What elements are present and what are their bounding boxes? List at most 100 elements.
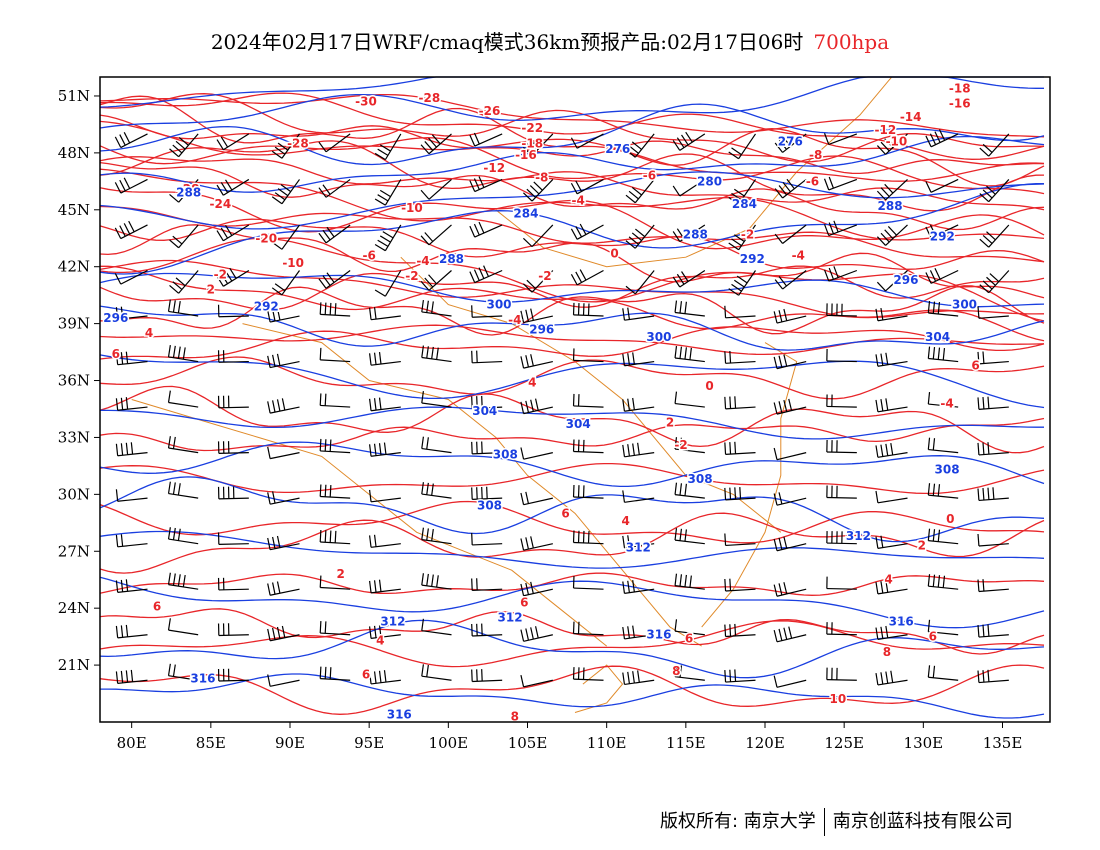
- wind-barb: [570, 133, 604, 149]
- wind-barb: [876, 224, 908, 246]
- wind-barb: [216, 178, 250, 196]
- wind-barb: [977, 669, 1009, 684]
- wind-barb: [522, 179, 554, 202]
- temperature-contour: [99, 93, 1045, 138]
- wind-barb: [319, 575, 351, 590]
- height-label: 276: [778, 135, 803, 149]
- wind-barb: [319, 347, 351, 363]
- wind-barb: [471, 486, 503, 501]
- wind-barb: [469, 221, 503, 238]
- temperature-label: 0: [610, 246, 618, 260]
- wind-barb: [572, 302, 604, 317]
- wind-barb: [774, 178, 807, 199]
- wind-barb: [927, 483, 959, 499]
- temperature-label: -10: [401, 201, 423, 215]
- height-label: 308: [477, 499, 502, 513]
- x-tick-label: 90E: [275, 734, 305, 752]
- wind-barb: [826, 439, 857, 454]
- height-contour: [99, 272, 1045, 308]
- wind-barb: [927, 528, 959, 545]
- temperature-label: -10: [282, 256, 304, 270]
- wind-barb: [520, 491, 553, 506]
- temperature-label: -22: [521, 121, 543, 135]
- wind-barb: [319, 302, 351, 317]
- wind-barb: [421, 345, 452, 363]
- x-tick-label: 85E: [196, 734, 226, 752]
- wind-barb: [216, 267, 250, 287]
- wind-barb: [773, 675, 807, 688]
- wind-barb: [267, 491, 300, 505]
- x-tick-label: 120E: [745, 734, 785, 752]
- province-border: [701, 342, 798, 628]
- wind-barb: [169, 270, 199, 294]
- wind-barb: [826, 348, 857, 363]
- wind-barb: [318, 270, 351, 289]
- company-text: 南京创蓝科技有限公司: [832, 811, 1013, 832]
- temperature-label: -28: [418, 91, 440, 105]
- height-label: 284: [732, 197, 757, 211]
- wind-barb: [319, 666, 351, 681]
- temperature-label: 4: [145, 326, 153, 340]
- wind-barb: [728, 133, 756, 160]
- temperature-contour: [99, 205, 1045, 263]
- temperature-label: 6: [153, 599, 161, 613]
- temperature-label: -18: [521, 136, 543, 150]
- height-label: 284: [513, 207, 538, 221]
- wind-barb: [875, 307, 908, 322]
- wind-barb: [319, 438, 351, 454]
- wind-barb: [724, 305, 756, 319]
- height-label: 300: [646, 330, 671, 344]
- wind-barb: [773, 492, 807, 506]
- wind-barb: [469, 176, 503, 193]
- wind-barb: [672, 178, 706, 197]
- wind-barb: [823, 133, 858, 146]
- y-tick-label: 51N: [58, 87, 90, 105]
- temperature-label: 6: [112, 347, 120, 361]
- wind-barb: [115, 351, 148, 366]
- temperature-label: 4: [621, 514, 629, 528]
- temperature-label: 2: [918, 539, 926, 553]
- y-tick-label: 21N: [58, 656, 90, 674]
- wind-barb: [368, 442, 401, 457]
- wind-barb: [875, 625, 908, 641]
- wind-barb: [114, 177, 148, 194]
- wind-barb: [115, 442, 148, 457]
- wind-barb: [267, 535, 300, 551]
- wind-barb: [572, 576, 604, 590]
- wind-barb: [267, 398, 300, 414]
- height-contour: [99, 530, 1045, 569]
- temperature-label: 8: [511, 709, 519, 723]
- y-tick-label: 39N: [58, 315, 90, 333]
- wind-barb: [471, 395, 503, 409]
- temperature-label: 6: [561, 506, 569, 520]
- wind-barb: [522, 270, 554, 293]
- wind-barb: [421, 573, 452, 590]
- wind-barb: [216, 133, 250, 151]
- wind-barb: [724, 623, 756, 638]
- temperature-label: -2: [674, 438, 687, 452]
- height-contour: [100, 673, 1045, 719]
- wind-barb: [471, 532, 503, 546]
- wind-barb: [167, 572, 199, 590]
- height-label: 316: [387, 707, 412, 721]
- height-contour: [99, 182, 1045, 275]
- height-label: 312: [626, 540, 651, 554]
- height-label: 308: [493, 448, 518, 462]
- wind-barb: [674, 573, 705, 590]
- wind-barb: [115, 579, 148, 593]
- wind-barb: [773, 536, 807, 552]
- wind-barb: [622, 490, 655, 503]
- wind-barb: [724, 669, 756, 683]
- height-label: 316: [646, 628, 671, 642]
- wind-barb: [823, 220, 858, 237]
- temperature-label: 0: [705, 379, 713, 393]
- temperature-contour: [99, 265, 1045, 311]
- wind-barb: [520, 398, 553, 415]
- wind-barb: [520, 536, 553, 551]
- wind-barb: [421, 664, 452, 681]
- temperature-label: -26: [479, 104, 501, 118]
- wind-barb: [520, 447, 553, 460]
- wind-barb: [319, 484, 351, 499]
- y-tick-label: 27N: [58, 542, 90, 560]
- wind-barb: [773, 447, 807, 461]
